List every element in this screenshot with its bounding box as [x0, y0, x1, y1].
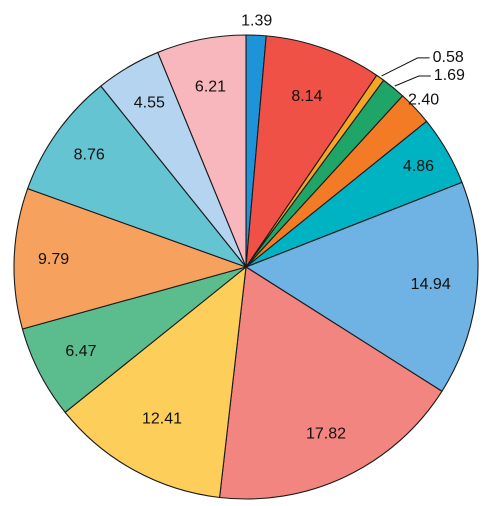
pie-slice-9.79: [13, 188, 247, 330]
pie-slices: [13, 34, 479, 500]
slice-label: 17.82: [306, 426, 346, 443]
slice-label: 4.55: [134, 94, 165, 111]
slice-label: 2.40: [408, 91, 439, 108]
pie-slice-8.14: [245, 35, 378, 268]
slice-label: 9.79: [38, 251, 69, 268]
pie-slice-14.94: [245, 181, 479, 392]
slice-label: 8.76: [74, 146, 105, 163]
leader-lines: [381, 57, 431, 87]
leader-line-0.58: [381, 57, 430, 77]
slice-labels: 1.39 8.14 0.581.69 2.40 4.86 14.94 17.82 12.41 6…: [38, 13, 465, 443]
pie-slice-6.21: [157, 34, 247, 268]
pie-slice-17.82: [219, 266, 443, 500]
slice-label: 0.58: [433, 49, 464, 66]
slice-label: 6.21: [195, 78, 226, 95]
slice-label: 8.14: [291, 88, 322, 105]
slice-label: 14.94: [411, 276, 451, 293]
slice-label: 12.41: [142, 411, 182, 428]
slice-label: 4.86: [403, 158, 434, 175]
pie-slice-12.41: [64, 266, 247, 499]
slice-label: 6.47: [65, 343, 96, 360]
leader-line-1.69: [394, 75, 431, 87]
pie-slice-8.76: [27, 85, 247, 268]
slice-label: 1.69: [434, 67, 465, 84]
slice-label: 1.39: [241, 13, 272, 30]
